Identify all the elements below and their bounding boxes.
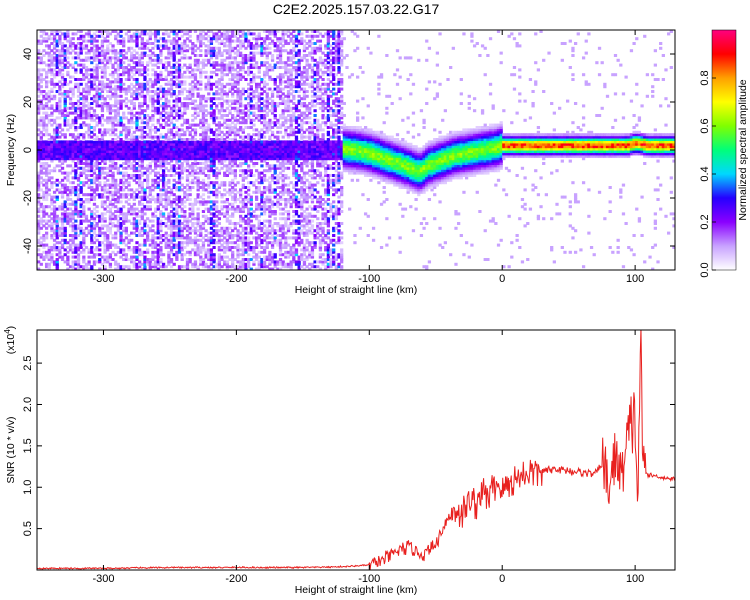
snr-scale-label: (x104) — [3, 326, 17, 354]
colorbar-label: Normalized spectral amplitude — [737, 79, 749, 220]
colorbar-tick-label: 0.6 — [699, 118, 711, 133]
colorbar-tick-label: 0.0 — [699, 262, 711, 277]
heatmap-y-label: Frequency (Hz) — [5, 114, 17, 186]
x-tick-label: 100 — [626, 273, 644, 285]
colorbar-tick-label: 0.4 — [699, 166, 711, 181]
heatmap-x-ticks: -300 -200 -100 0 100 — [92, 30, 644, 285]
heatmap-cells — [37, 30, 675, 270]
x-tick-label: -100 — [358, 273, 380, 285]
x-tick-label: -300 — [92, 273, 114, 285]
y-tick-label: 0.5 — [22, 521, 34, 536]
snr-x-label: Height of straight line (km) — [295, 584, 418, 596]
y-tick-label: -20 — [22, 190, 34, 206]
y-tick-label: -40 — [22, 238, 34, 254]
snr-x-ticks: -300 -200 -100 0 100 — [92, 330, 644, 585]
colorbar-tick-label: 0.8 — [699, 70, 711, 85]
x-tick-label: 100 — [626, 573, 644, 585]
snr-scale-exponent: 4 — [3, 329, 12, 334]
x-tick-label: -200 — [225, 573, 247, 585]
heatmap-y-ticks: -40 -20 0 20 40 — [22, 48, 675, 254]
heatmap-x-label: Height of straight line (km) — [295, 284, 418, 296]
snr-y-label: SNR (10 * v/v) — [5, 416, 17, 483]
y-tick-label: 40 — [22, 48, 34, 60]
snr-panel: -300 -200 -100 0 100 0.5 1.0 1.5 2.0 2.5 Height … — [3, 326, 676, 596]
y-tick-label: 2.5 — [22, 355, 34, 370]
snr-series-line — [37, 330, 675, 570]
x-tick-label: -100 — [358, 573, 380, 585]
y-tick-label: 20 — [22, 96, 34, 108]
snr-frame — [36, 329, 676, 571]
colorbar-tick-label: 0.2 — [699, 214, 711, 229]
x-tick-label: -200 — [225, 273, 247, 285]
y-tick-label: 1.0 — [22, 480, 34, 495]
chart-title: C2E2.2025.157.03.22.G17 — [273, 1, 440, 17]
x-tick-label: -300 — [92, 573, 114, 585]
snr-scale-prefix: (x10 — [5, 334, 17, 355]
snr-background — [37, 330, 675, 570]
y-tick-label: 1.5 — [22, 438, 34, 453]
x-tick-label: 0 — [499, 273, 505, 285]
colorbar: 0.0 0.2 0.4 0.6 0.8 Normalized spectral ampl… — [699, 29, 749, 278]
y-tick-label: 2.0 — [22, 397, 34, 412]
x-tick-label: 0 — [499, 573, 505, 585]
colorbar-gradient — [711, 29, 737, 271]
y-tick-label: 0 — [22, 147, 34, 153]
colorbar-ticks: 0.0 0.2 0.4 0.6 0.8 — [699, 70, 716, 278]
snr-y-ticks: 0.5 1.0 1.5 2.0 2.5 — [22, 355, 675, 536]
